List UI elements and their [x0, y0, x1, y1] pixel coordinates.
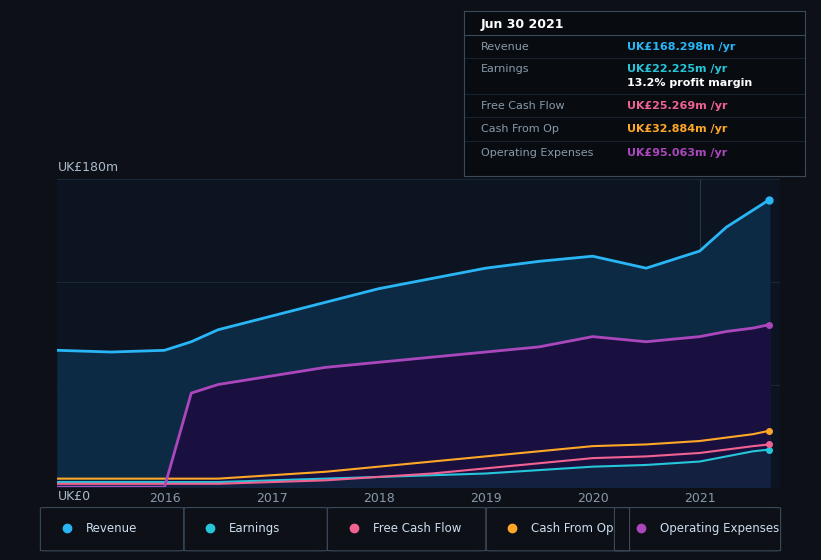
Text: Jun 30 2021: Jun 30 2021 — [481, 18, 564, 31]
Text: Free Cash Flow: Free Cash Flow — [373, 522, 461, 535]
Text: UK£180m: UK£180m — [57, 161, 118, 174]
Text: UK£32.884m /yr: UK£32.884m /yr — [627, 124, 727, 134]
Text: UK£95.063m /yr: UK£95.063m /yr — [627, 148, 727, 158]
Text: Earnings: Earnings — [481, 64, 530, 74]
Text: Cash From Op: Cash From Op — [481, 124, 559, 134]
Text: UK£22.225m /yr: UK£22.225m /yr — [627, 64, 727, 74]
Text: Free Cash Flow: Free Cash Flow — [481, 101, 565, 111]
Text: Earnings: Earnings — [229, 522, 281, 535]
Text: UK£25.269m /yr: UK£25.269m /yr — [627, 101, 728, 111]
Text: Revenue: Revenue — [481, 41, 530, 52]
Text: UK£0: UK£0 — [57, 491, 90, 503]
Text: UK£168.298m /yr: UK£168.298m /yr — [627, 41, 736, 52]
Text: Operating Expenses: Operating Expenses — [481, 148, 594, 158]
Text: Operating Expenses: Operating Expenses — [660, 522, 779, 535]
Text: Cash From Op: Cash From Op — [531, 522, 614, 535]
Text: 13.2% profit margin: 13.2% profit margin — [627, 78, 753, 88]
Text: Revenue: Revenue — [85, 522, 137, 535]
